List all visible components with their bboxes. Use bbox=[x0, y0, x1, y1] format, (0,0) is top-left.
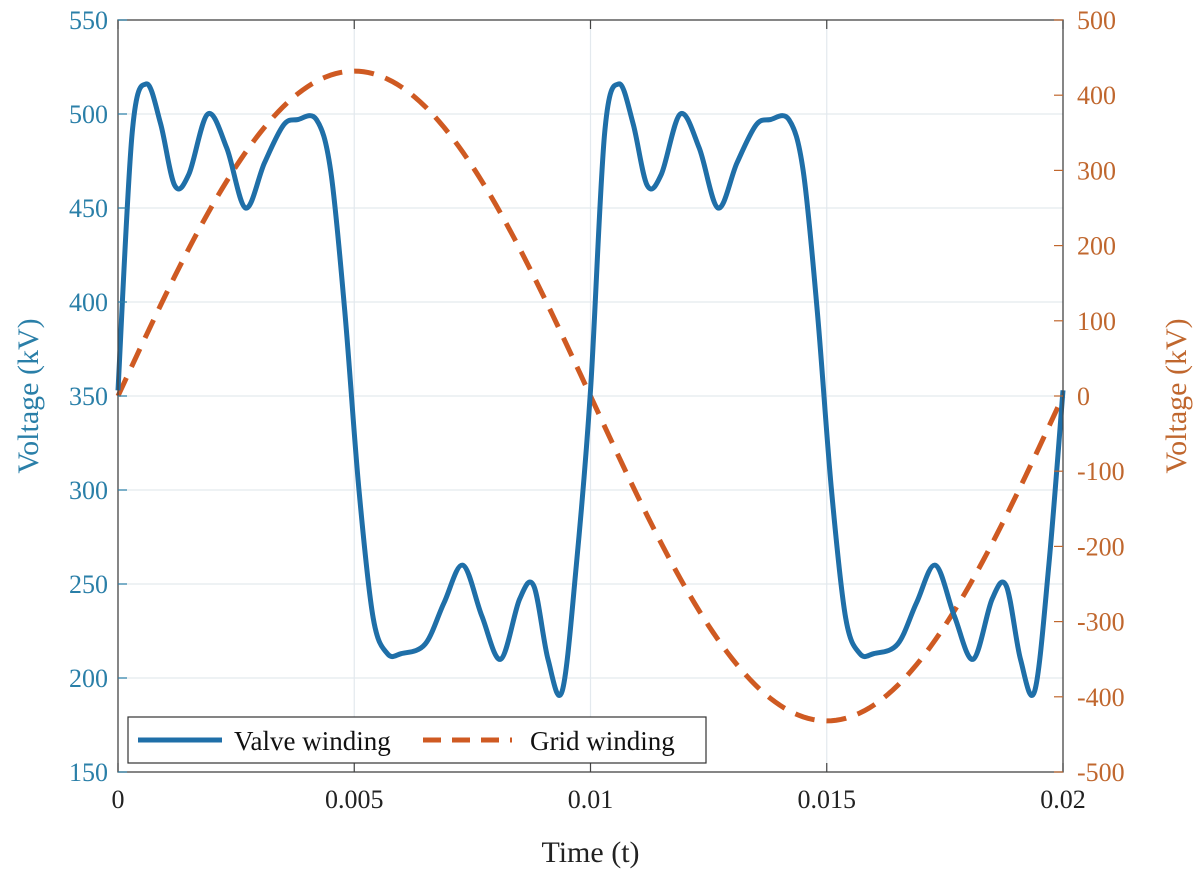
x-axis-label: Time (t) bbox=[541, 836, 639, 869]
x-tick-label: 0.01 bbox=[568, 785, 614, 814]
legend-label-grid-winding: Grid winding bbox=[530, 726, 675, 756]
x-tick-label: 0.02 bbox=[1040, 785, 1086, 814]
right-y-tick-label: 200 bbox=[1077, 232, 1116, 261]
x-tick-label: 0.005 bbox=[325, 785, 384, 814]
left-y-tick-label: 200 bbox=[69, 664, 108, 693]
right-y-tick-label: 500 bbox=[1077, 6, 1116, 35]
legend-box bbox=[127, 716, 707, 764]
right-y-tick-label: -300 bbox=[1077, 608, 1125, 637]
right-y-tick-label: 400 bbox=[1077, 81, 1116, 110]
legend-label-valve-winding: Valve winding bbox=[234, 726, 391, 756]
left-y-tick-label: 500 bbox=[69, 100, 108, 129]
axis-ticks: 0 0.005 0.01 0.015 0.02 150 200 250 300 350 400 450… bbox=[69, 6, 1125, 814]
right-y-tick-label: -200 bbox=[1077, 532, 1125, 561]
right-y-axis-label: Voltage (kV) bbox=[1160, 318, 1193, 473]
right-y-tick-label: 0 bbox=[1077, 382, 1090, 411]
left-y-tick-label: 450 bbox=[69, 194, 108, 223]
right-y-tick-label: 300 bbox=[1077, 156, 1116, 185]
right-y-tick-label: -400 bbox=[1077, 683, 1125, 712]
left-y-tick-label: 550 bbox=[69, 6, 108, 35]
left-y-tick-label: 150 bbox=[69, 758, 108, 787]
x-tick-label: 0.015 bbox=[798, 785, 857, 814]
left-y-tick-label: 300 bbox=[69, 476, 108, 505]
legend: Valve winding Grid winding bbox=[127, 716, 707, 764]
left-y-tick-label: 350 bbox=[69, 382, 108, 411]
series-layer bbox=[115, 68, 1066, 724]
series-line-valve-winding bbox=[115, 81, 1066, 698]
right-y-tick-label: -500 bbox=[1077, 758, 1125, 787]
left-y-tick-label: 250 bbox=[69, 570, 108, 599]
right-y-tick-label: 100 bbox=[1077, 307, 1116, 336]
left-y-tick-label: 400 bbox=[69, 288, 108, 317]
left-y-axis-label: Voltage (kV) bbox=[12, 318, 45, 473]
right-y-tick-label: -100 bbox=[1077, 457, 1125, 486]
x-tick-label: 0 bbox=[112, 785, 125, 814]
